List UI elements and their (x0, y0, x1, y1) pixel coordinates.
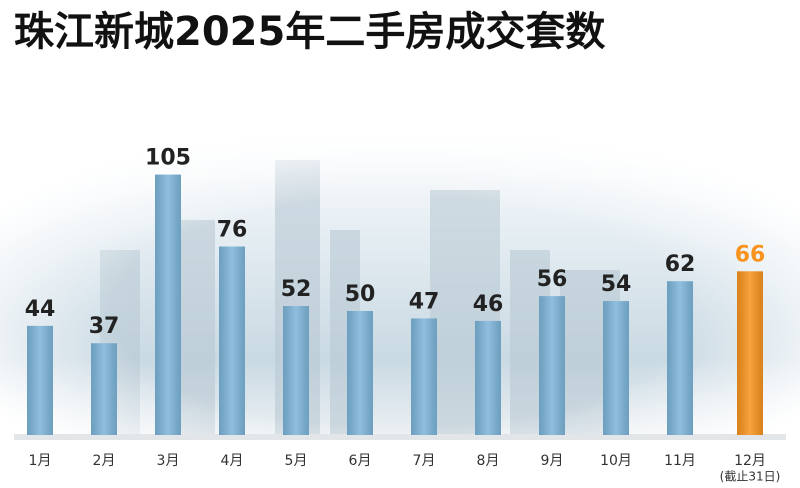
data-label: 47 (409, 289, 440, 314)
bar-shade (283, 306, 309, 435)
bar-shade (219, 246, 245, 435)
data-label: 37 (89, 314, 120, 339)
data-label: 56 (537, 267, 568, 292)
x-tick-label: 8月 (477, 453, 500, 469)
x-tick-label: 6月 (349, 453, 372, 469)
x-tick-label: 4月 (221, 453, 244, 469)
background-fade (0, 120, 800, 440)
data-label: 54 (601, 272, 632, 297)
data-label: 105 (145, 146, 191, 171)
bar-shade (347, 311, 373, 435)
x-tick-label: 12月 (734, 453, 766, 469)
data-label: 46 (473, 292, 504, 317)
bar-shade (411, 318, 437, 435)
x-tick-label: 3月 (157, 453, 180, 469)
x-tick-label: 7月 (413, 453, 436, 469)
x-tick-label: 5月 (285, 453, 308, 469)
data-label: 52 (281, 277, 312, 302)
x-tick-label: 9月 (541, 453, 564, 469)
baseline (14, 434, 786, 440)
x-tick-label: 2月 (93, 453, 116, 469)
data-label: 44 (25, 297, 56, 322)
bar-shade (539, 296, 565, 435)
bar-shade (475, 320, 501, 435)
chart-title: 珠江新城2025年二手房成交套数 (14, 9, 605, 55)
data-label: 76 (217, 218, 248, 243)
x-tick-label: 1月 (29, 453, 52, 469)
x-tick-label: 11月 (664, 453, 696, 469)
data-label: 62 (665, 252, 696, 277)
bar-shade (603, 301, 629, 435)
bar-shade (27, 325, 53, 435)
x-label-note: (截止31日) (720, 470, 781, 484)
bar-shade (91, 343, 117, 435)
x-tick-label: 10月 (600, 453, 632, 469)
data-label: 66 (735, 242, 766, 267)
bar-shade (667, 281, 693, 435)
data-label: 50 (345, 282, 376, 307)
bar-shade (737, 271, 763, 435)
bar-shade (155, 174, 181, 435)
